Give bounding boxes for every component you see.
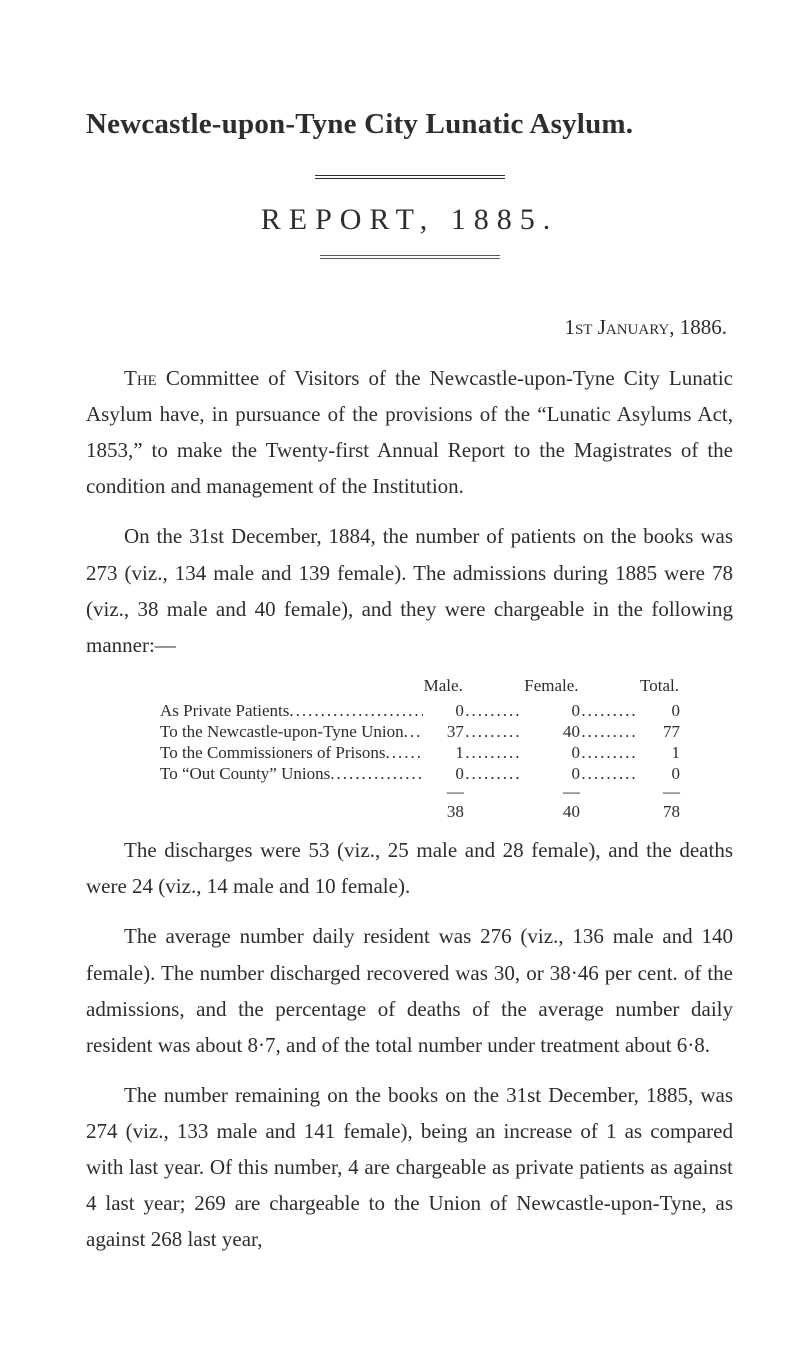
paragraph-3: The discharges were 53 (viz., 25 male an… [86,832,733,904]
col-female: Female. [523,677,580,700]
paragraph-1: The Committee of Visitors of the Newcast… [86,360,733,504]
col-male: Male. [423,677,464,700]
table-row: To the Commissioners of Prisons 1 ......… [160,742,680,763]
paragraph-2: On the 31st December, 1884, the number o… [86,518,733,662]
paragraph-5: The number remaining on the books on the… [86,1077,733,1258]
table-header-row: Male. Female. Total. [160,677,680,700]
table-row: To the Newcastle-upon-Tyne Union 37 ....… [160,721,680,742]
admissions-table: Male. Female. Total. As Private Patients… [160,677,680,822]
table-totals-row: 38 40 78 [160,799,680,822]
table-row: As Private Patients 0 ......... 0 ......… [160,700,680,721]
rule-double [320,255,500,259]
page-title: Newcastle-upon-Tyne City Lunatic Asylum. [86,110,733,139]
paragraph-4: The average number daily resident was 27… [86,918,733,1062]
date-line: 1st January, 1886. [86,317,733,338]
report-heading: REPORT, 1885. [86,205,733,235]
table-row: To “Out County” Unions 0 ......... 0 ...… [160,763,680,784]
table-dash-row: — — — [160,784,680,799]
col-total: Total. [639,677,680,700]
rule-top [315,175,505,179]
